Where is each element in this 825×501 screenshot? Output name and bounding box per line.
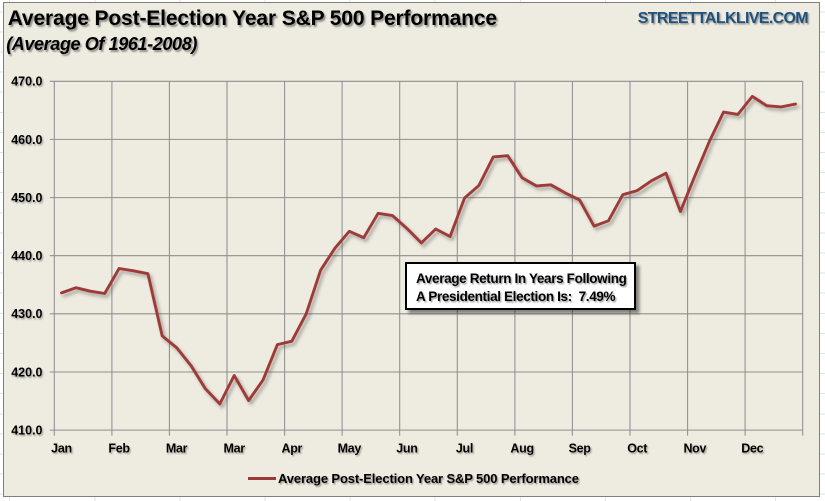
svg-text:420.0: 420.0 [11, 365, 42, 379]
svg-text:450.0: 450.0 [11, 191, 42, 205]
svg-text:Jun: Jun [396, 442, 417, 456]
svg-text:410.0: 410.0 [11, 424, 42, 438]
svg-text:Oct: Oct [627, 442, 648, 456]
svg-text:Aug: Aug [510, 442, 533, 456]
svg-text:Nov: Nov [683, 442, 706, 456]
svg-text:Dec: Dec [741, 442, 763, 456]
svg-text:Mar: Mar [224, 442, 246, 456]
svg-text:440.0: 440.0 [11, 249, 42, 263]
svg-text:Jan: Jan [51, 442, 72, 456]
svg-text:Feb: Feb [108, 442, 130, 456]
svg-text:Jul: Jul [456, 442, 473, 456]
svg-text:430.0: 430.0 [11, 307, 42, 321]
svg-text:Apr: Apr [281, 442, 302, 456]
svg-text:May: May [338, 442, 362, 456]
svg-text:Sep: Sep [569, 442, 592, 456]
svg-text:Mar: Mar [166, 442, 188, 456]
svg-text:470.0: 470.0 [11, 75, 42, 89]
svg-text:460.0: 460.0 [11, 133, 42, 147]
